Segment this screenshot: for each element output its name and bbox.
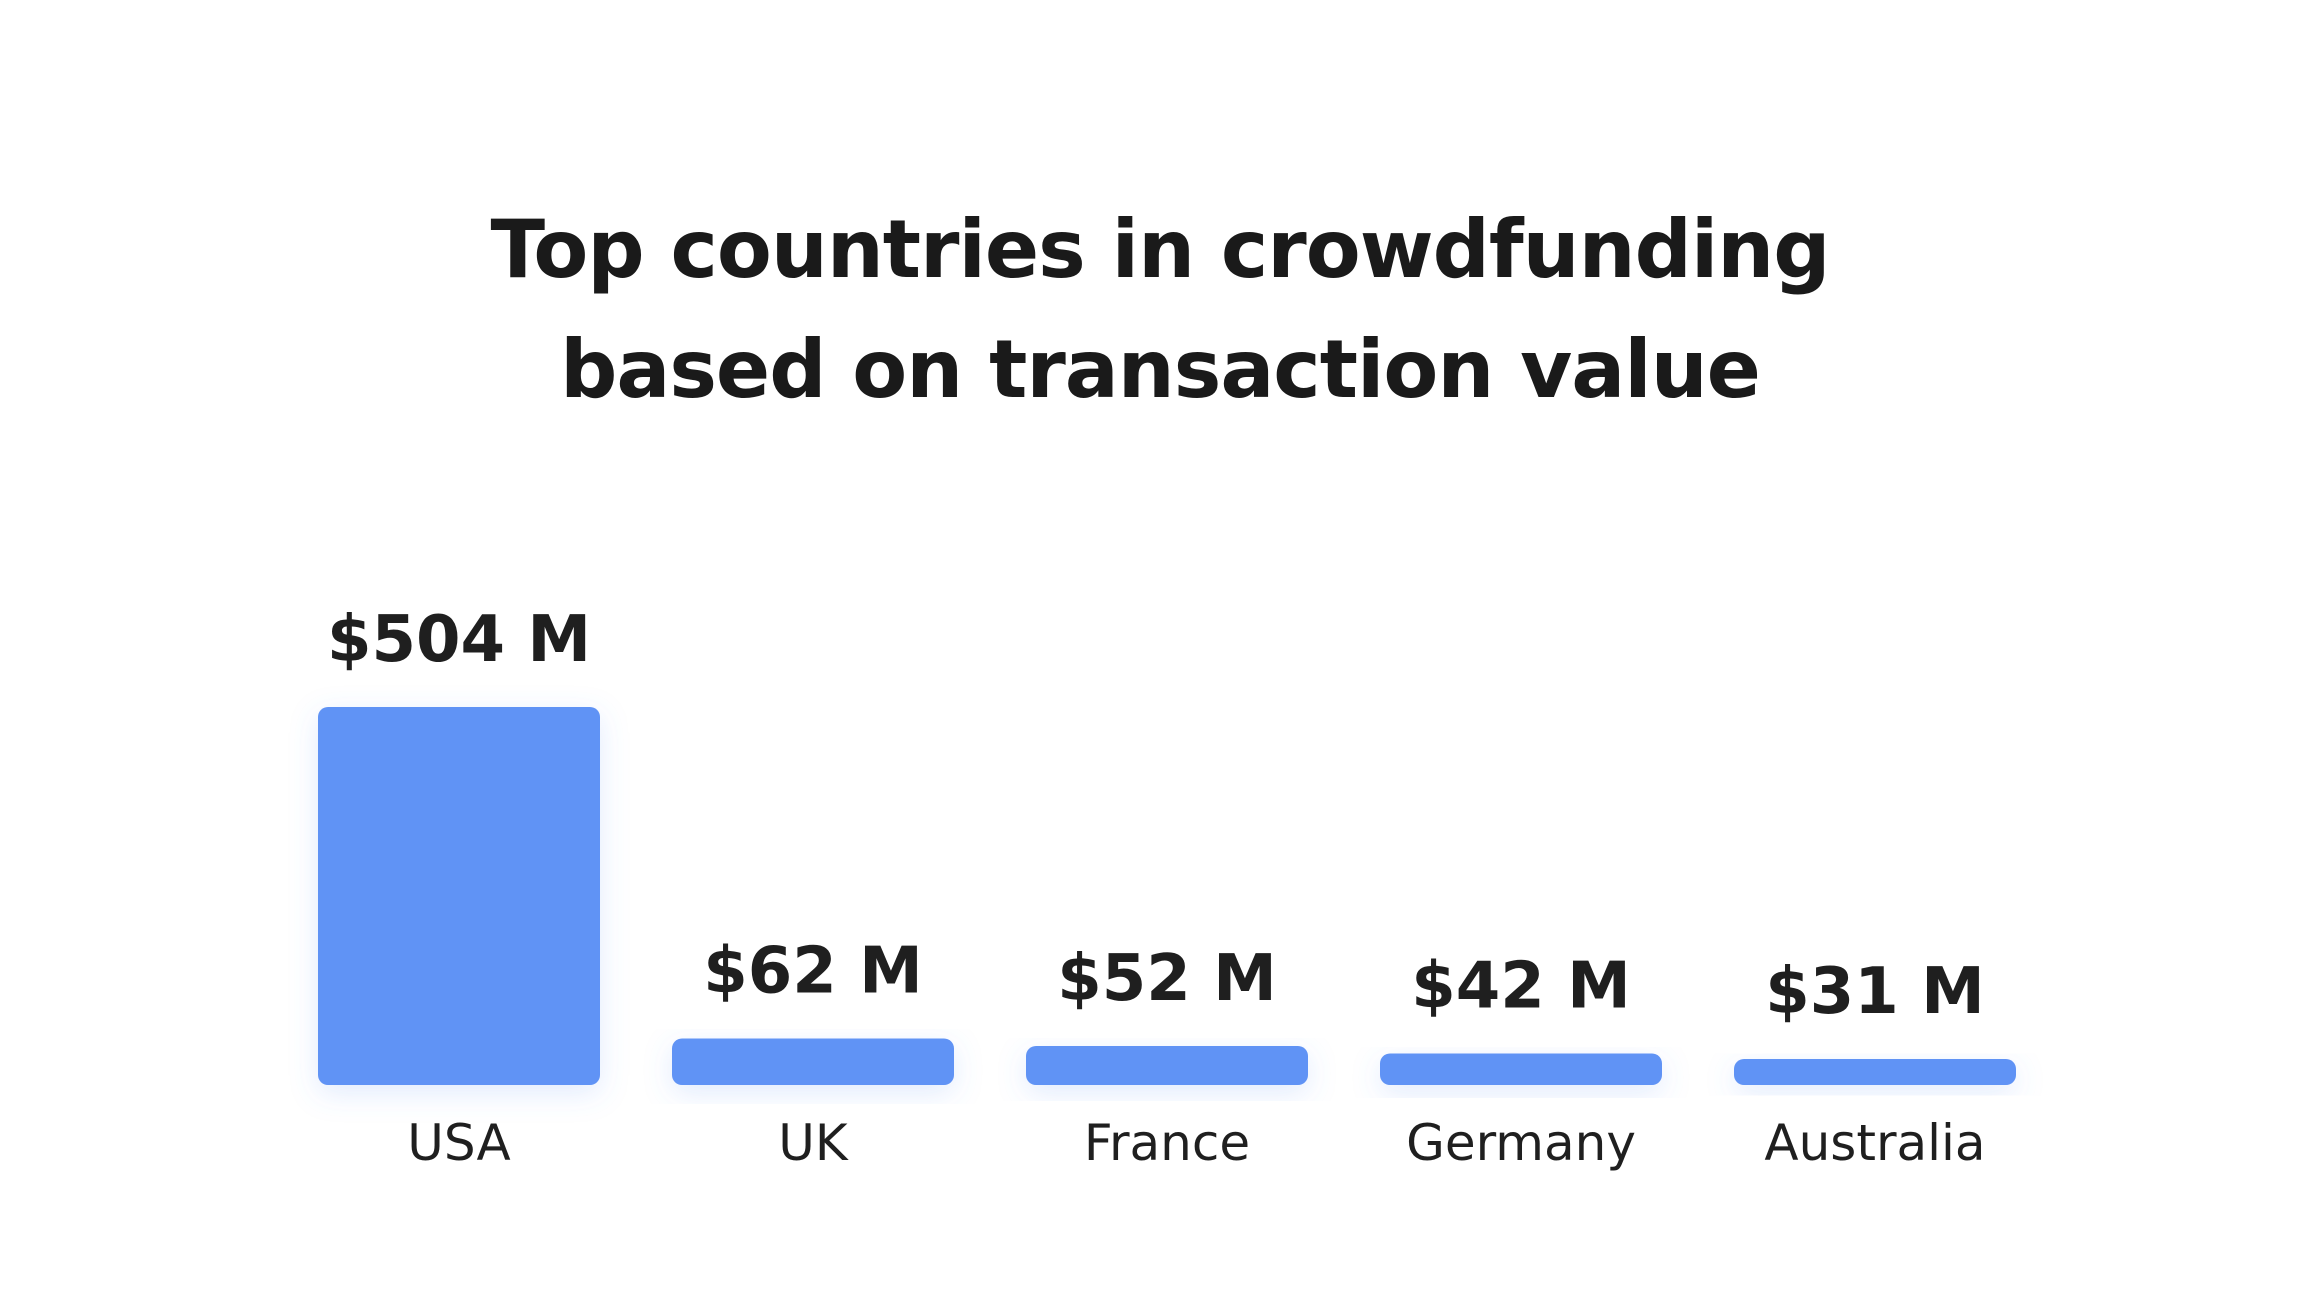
bar-australia [1734, 1059, 2016, 1085]
chart-title: Top countries in crowdfunding based on t… [0, 190, 2320, 430]
chart-title-line-2: based on transaction value [560, 323, 1761, 416]
category-label-france: France [1084, 1114, 1250, 1172]
category-label-uk: UK [778, 1114, 849, 1172]
value-label-france: $52 M [1057, 942, 1277, 1016]
category-label-usa: USA [407, 1114, 510, 1172]
bars-layer [318, 707, 2016, 1085]
value-label-uk: $62 M [703, 935, 923, 1009]
category-label-australia: Australia [1764, 1114, 1985, 1172]
bar-france [1026, 1046, 1308, 1085]
value-label-australia: $31 M [1765, 955, 1985, 1029]
bar-uk [672, 1038, 954, 1085]
bar-germany [1380, 1053, 1662, 1085]
labels-layer: $504 M USA $62 M UK $52 M France $42 M Germany $… [327, 603, 1986, 1172]
chart-title-line-1: Top countries in crowdfunding [490, 203, 1830, 296]
value-label-germany: $42 M [1411, 950, 1631, 1024]
value-label-usa: $504 M [327, 603, 591, 677]
category-label-germany: Germany [1406, 1114, 1636, 1172]
bar-usa [318, 707, 600, 1085]
